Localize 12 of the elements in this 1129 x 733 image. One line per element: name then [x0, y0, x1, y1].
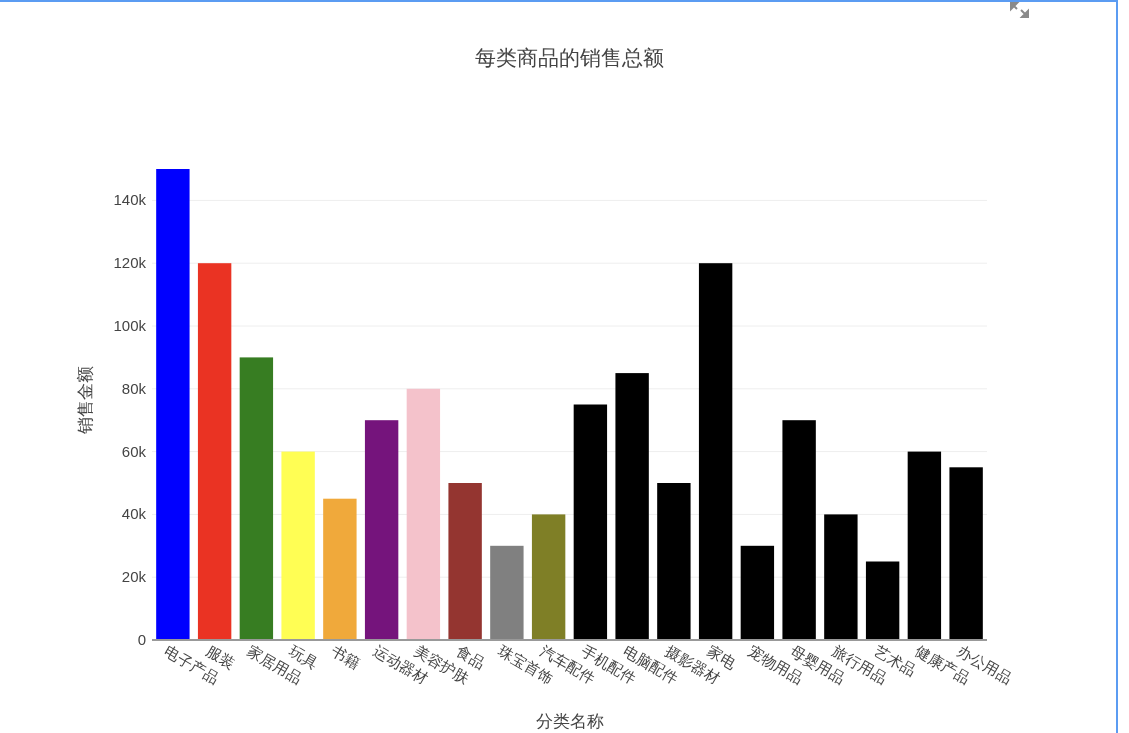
x-tick-label: 书籍	[328, 641, 363, 672]
y-tick-label: 100k	[113, 317, 147, 334]
y-tick-label: 40k	[121, 505, 147, 523]
y-tick-label: 20k	[121, 568, 147, 586]
x-axis-title: 分类名称	[535, 712, 604, 731]
y-axis-title: 销售金额	[76, 365, 95, 435]
y-tick-label: 80k	[121, 379, 147, 397]
y-tick-label: 120k	[113, 254, 147, 272]
chart-title: 每类商品的销售总额	[475, 46, 664, 69]
y-tick-label: 60k	[121, 442, 147, 460]
y-tick-label: 140k	[113, 191, 147, 209]
y-tick-label: 0	[137, 631, 146, 648]
